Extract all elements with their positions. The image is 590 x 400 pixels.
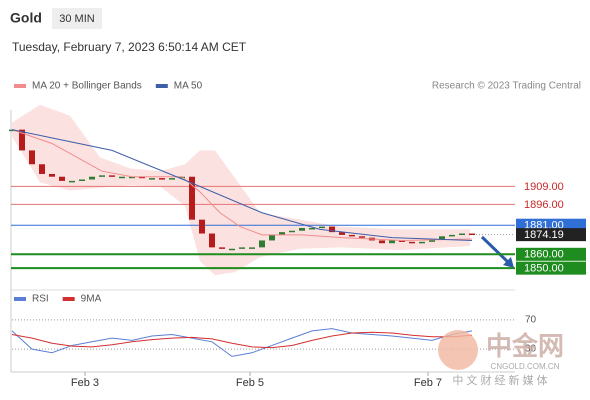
watermark-name: 中金网 — [486, 331, 564, 361]
candle — [149, 178, 155, 180]
timestamp: Tuesday, February 7, 2023 6:50:14 AM CET — [12, 40, 247, 54]
series-line — [11, 129, 473, 241]
timeframe-box — [52, 8, 102, 29]
candle — [239, 247, 245, 249]
title: Gold — [10, 10, 42, 26]
candle — [29, 150, 35, 165]
watermark-logo — [438, 330, 478, 370]
candle — [469, 233, 475, 236]
level-box — [516, 247, 586, 261]
candle — [69, 180, 75, 183]
candle — [59, 176, 65, 181]
level-label: 1860.00 — [524, 249, 564, 261]
candle — [319, 226, 325, 229]
x-tick-label: Feb 3 — [71, 377, 99, 389]
y-tick-label: 30 — [525, 344, 537, 355]
candle — [109, 175, 115, 177]
candle — [129, 176, 135, 179]
level-label: 1909.00 — [524, 181, 564, 193]
candle — [299, 227, 305, 231]
level-label: 1874.19 — [524, 229, 564, 241]
candle — [429, 239, 435, 242]
candle — [269, 234, 275, 241]
legend-swatch — [14, 84, 26, 88]
watermark-tagline: 中 文 财 经 新 媒 体 — [452, 373, 547, 387]
candle — [99, 175, 105, 177]
candle — [119, 176, 125, 179]
candle — [259, 240, 265, 248]
candle — [229, 248, 235, 251]
x-tick-label: Feb 5 — [236, 377, 264, 389]
level-label: 1850.00 — [524, 263, 564, 275]
legend-label: MA 50 — [174, 81, 203, 92]
candle — [459, 233, 465, 236]
legend-label: MA 20 + Bollinger Bands — [32, 81, 142, 92]
candle — [379, 240, 385, 244]
candle — [399, 240, 405, 242]
legend-swatch — [62, 297, 75, 301]
candle — [449, 234, 455, 237]
candle — [19, 129, 25, 151]
credit: Research © 2023 Trading Central — [432, 81, 581, 92]
bollinger-band — [12, 104, 470, 276]
candle — [139, 176, 145, 179]
series-line — [11, 129, 473, 241]
legend-label: RSI — [32, 294, 49, 305]
series-line — [11, 331, 473, 349]
candle — [79, 179, 85, 181]
level-box — [516, 261, 586, 275]
candle — [389, 240, 395, 244]
candle — [329, 226, 335, 233]
y-tick-label: 70 — [525, 315, 537, 326]
candle — [289, 230, 295, 233]
legend-label: 9MA — [81, 294, 102, 305]
candle — [179, 176, 185, 179]
candle — [169, 178, 175, 180]
candle — [249, 247, 255, 249]
candle — [439, 236, 445, 240]
arrow-head — [503, 257, 514, 268]
candle — [89, 176, 95, 180]
forecast-arrow — [480, 235, 512, 266]
x-tick-label: Feb 7 — [414, 377, 442, 389]
series-line — [11, 328, 473, 357]
candle — [159, 178, 165, 180]
candle — [359, 236, 365, 238]
candle — [219, 247, 225, 249]
legend-swatch — [14, 297, 26, 301]
watermark-url: CNGOLD.COM.CN — [491, 362, 560, 371]
candle — [309, 227, 315, 230]
timeframe: 30 MIN — [59, 13, 95, 25]
candle — [419, 241, 425, 244]
level-label: 1896.00 — [524, 199, 564, 211]
candle — [39, 164, 45, 174]
candle — [339, 232, 345, 235]
candle — [189, 176, 195, 220]
candle — [209, 233, 215, 248]
candle — [409, 241, 415, 244]
level-box — [516, 228, 586, 242]
candle — [199, 219, 205, 234]
candle — [349, 234, 355, 237]
legend-swatch — [155, 84, 168, 88]
candle — [49, 173, 55, 177]
candle — [279, 232, 285, 235]
candle — [9, 129, 15, 132]
